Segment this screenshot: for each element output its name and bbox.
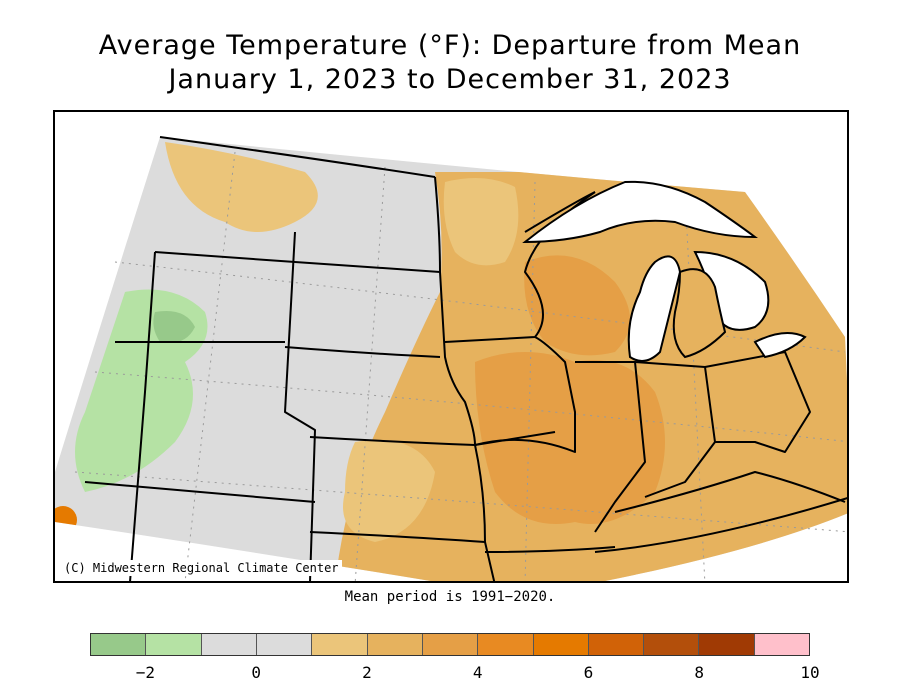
legend-tick-label: 2	[362, 663, 372, 682]
cooler-core-region	[153, 311, 195, 343]
color-legend	[90, 633, 810, 656]
legend-tick-label: 0	[251, 663, 261, 682]
lake-erie	[753, 332, 807, 359]
legend-swatch	[146, 634, 202, 655]
legend-swatch	[91, 634, 147, 655]
legend-swatch	[644, 634, 700, 655]
map-panel: (C) Midwestern Regional Climate Center	[53, 110, 849, 583]
legend-swatch	[367, 634, 423, 655]
legend-tick-label: 4	[472, 663, 483, 682]
legend-swatch	[312, 634, 368, 655]
legend-swatch	[699, 634, 755, 655]
temperature-departure-map	[55, 136, 847, 581]
warmer-core-region-2	[524, 255, 630, 356]
graticule-lines	[74, 151, 847, 581]
map-title-line-2: January 1, 2023 to December 31, 2023	[168, 64, 732, 95]
map-title-line-1: Average Temperature (°F): Departure from…	[98, 30, 802, 61]
mild-anomaly-region	[443, 178, 519, 266]
mild-anomaly-region-3	[343, 440, 435, 542]
legend-tick-label: 10	[800, 663, 820, 682]
credit-label: (C) Midwestern Regional Climate Center	[61, 560, 342, 576]
legend-swatch	[256, 634, 313, 655]
mild-anomaly-region-2	[165, 142, 318, 232]
warmer-core-region	[475, 352, 665, 524]
legend-swatch	[478, 634, 534, 655]
legend-tick-label: 8	[694, 663, 705, 682]
legend-swatch	[201, 634, 257, 655]
mean-period-note: Mean period is 1991−2020.	[344, 589, 556, 605]
legend-swatch	[588, 634, 645, 655]
legend-tick-labels: −2 0 2 4 6 8 10	[90, 660, 820, 690]
legend-tick-label: 6	[583, 663, 594, 682]
michigan-lower-peninsula	[672, 268, 727, 359]
legend-tick-label: −2	[135, 663, 156, 682]
state-boundaries	[84, 136, 847, 581]
lake-superior	[522, 180, 759, 244]
legend-swatch	[422, 634, 479, 655]
legend-swatch	[533, 634, 589, 655]
lake-michigan	[627, 255, 682, 362]
great-lakes	[522, 180, 807, 362]
legend-swatch	[754, 634, 810, 655]
